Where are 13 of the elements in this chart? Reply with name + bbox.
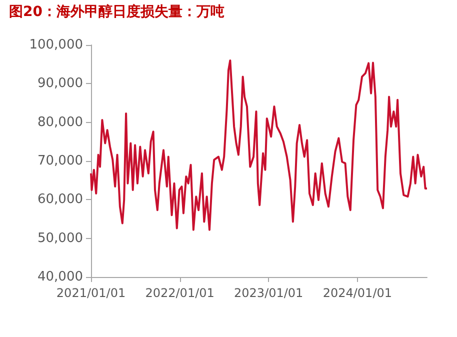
x-tick-label: 2021/01/01 xyxy=(56,286,126,300)
y-tick-label: 50,000 xyxy=(38,230,83,246)
x-tick-label: 2022/01/01 xyxy=(145,286,214,300)
y-tick-label: 60,000 xyxy=(38,192,83,208)
y-tick-label: 100,000 xyxy=(29,38,83,52)
chart-title: 图20：海外甲醇日度损失量：万吨 xyxy=(9,3,224,20)
line-series xyxy=(90,59,428,231)
y-tick-label: 90,000 xyxy=(38,76,83,92)
y-tick-label: 80,000 xyxy=(38,114,83,130)
x-tick-label: 2023/01/01 xyxy=(234,286,304,300)
y-tick-label: 40,000 xyxy=(38,270,83,284)
x-tick-label: 2024/01/01 xyxy=(322,286,392,300)
y-tick-label: 70,000 xyxy=(38,154,83,168)
